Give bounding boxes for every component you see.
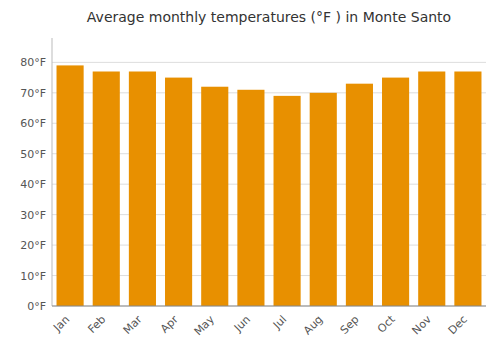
y-tick-label: 70°F (20, 87, 46, 100)
title: Average monthly temperatures (°F ) in Mo… (87, 9, 451, 25)
grid-line (52, 62, 486, 63)
x-tick-label: Jun (231, 313, 253, 335)
y-tick-label: 40°F (20, 178, 46, 191)
x-tick-label: Apr (158, 313, 181, 336)
y-tick-label: 50°F (20, 148, 46, 161)
x-tick-label: Oct (375, 312, 398, 335)
bar (129, 72, 156, 307)
grid (52, 62, 486, 306)
bar (165, 78, 192, 306)
page: {"chart_data": {"type": "bar", "title": … (0, 0, 500, 350)
y-tick-label: 80°F (20, 56, 46, 69)
bars (57, 65, 482, 306)
x-tick-label: Aug (301, 313, 325, 337)
bar (454, 72, 481, 307)
x-tick-label: May (192, 313, 218, 339)
chart: Average monthly temperatures (°F ) in Mo… (0, 0, 500, 350)
x-tick-label: Jan (50, 313, 72, 335)
x-tick-label: Dec (446, 313, 470, 337)
x-tick-label: Nov (409, 313, 434, 338)
grid-line (52, 306, 486, 307)
y-axis-line (52, 38, 53, 306)
x-tick-label: Feb (85, 313, 108, 336)
y-tick-label: 60°F (20, 117, 46, 130)
bar (57, 65, 84, 306)
x-axis: Jan Feb Mar Apr May Jun Jul Aug Sep Oct Nov Dec (50, 306, 486, 338)
bar (93, 72, 120, 307)
y-tick-label: 20°F (20, 239, 46, 252)
x-tick-label: Sep (338, 313, 362, 337)
y-tick-label: 0°F (27, 300, 46, 313)
bar (201, 87, 228, 306)
bar (237, 90, 264, 306)
x-axis-line (52, 306, 486, 307)
x-tick-label: Mar (121, 313, 145, 337)
bar (418, 72, 445, 307)
bar (346, 84, 373, 306)
y-tick-label: 30°F (20, 209, 46, 222)
bar (382, 78, 409, 306)
bar (310, 93, 337, 306)
bar (274, 96, 301, 306)
x-tick-label: Jul (270, 313, 289, 332)
y-tick-label: 10°F (20, 270, 46, 283)
y-axis: 0°F 10°F 20°F 30°F 40°F 50°F 60°F 70°F 80°F (20, 38, 52, 313)
